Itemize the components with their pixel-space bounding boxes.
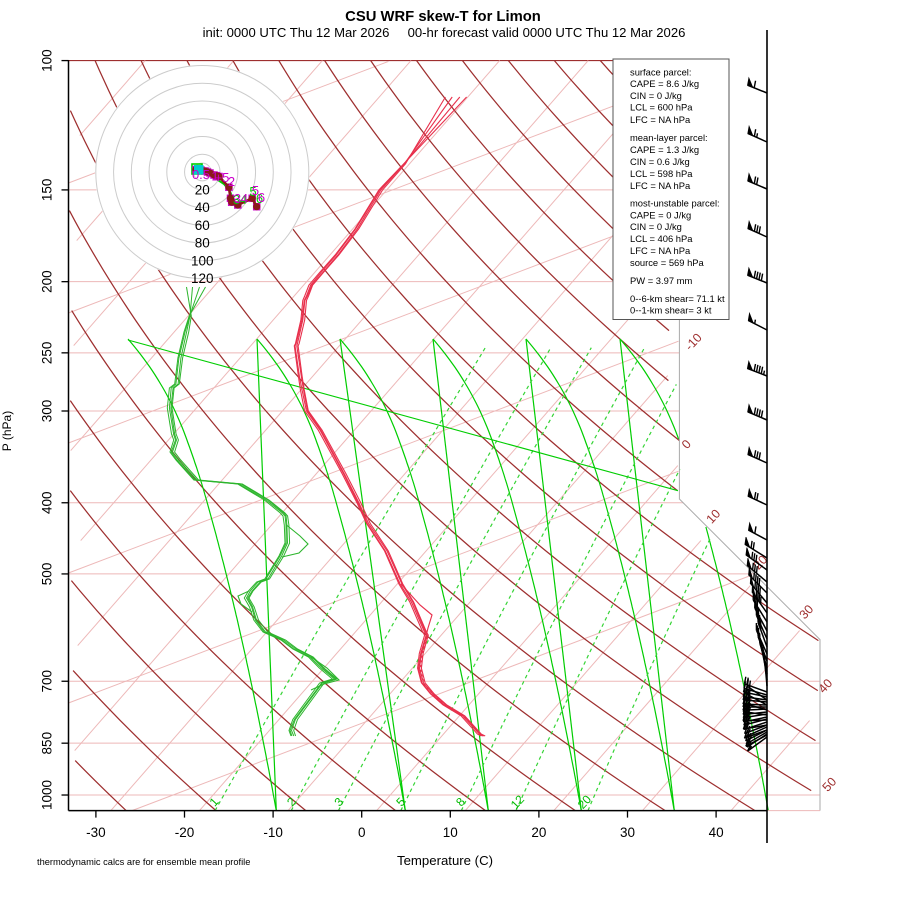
svg-text:0.5: 0.5	[192, 167, 210, 182]
svg-text:80: 80	[195, 236, 210, 251]
svg-text:mean-layer parcel:: mean-layer parcel:	[630, 132, 708, 143]
svg-text:CSU WRF skew-T for Limon: CSU WRF skew-T for Limon	[345, 9, 541, 25]
svg-text:most-unstable parcel:: most-unstable parcel:	[630, 198, 720, 209]
svg-text:init: 0000 UTC Thu 12 Mar 2026: init: 0000 UTC Thu 12 Mar 2026 00-hr for…	[203, 25, 686, 40]
svg-text:CIN = 0 J/kg: CIN = 0 J/kg	[630, 221, 682, 232]
svg-text:CIN = 0 J/kg: CIN = 0 J/kg	[630, 90, 682, 101]
svg-text:CIN = 0.6 J/kg: CIN = 0.6 J/kg	[630, 156, 690, 167]
svg-text:200: 200	[40, 270, 55, 293]
svg-text:LFC = NA hPa: LFC = NA hPa	[630, 114, 691, 125]
svg-text:LFC = NA hPa: LFC = NA hPa	[630, 180, 691, 191]
svg-text:P (hPa): P (hPa)	[0, 411, 14, 451]
svg-text:30: 30	[620, 825, 635, 840]
svg-text:40: 40	[709, 825, 724, 840]
svg-text:0--1-km shear= 3 kt: 0--1-km shear= 3 kt	[630, 305, 712, 316]
svg-text:500: 500	[40, 563, 55, 586]
svg-text:10: 10	[443, 825, 458, 840]
svg-text:LFC = NA hPa: LFC = NA hPa	[630, 245, 691, 256]
svg-text:0--6-km shear= 71.1 kt: 0--6-km shear= 71.1 kt	[630, 293, 725, 304]
svg-text:Temperature (C): Temperature (C)	[397, 853, 493, 868]
svg-text:CAPE = 1.3 J/kg: CAPE = 1.3 J/kg	[630, 144, 699, 155]
svg-text:6: 6	[258, 190, 265, 205]
svg-text:700: 700	[40, 670, 55, 693]
svg-text:250: 250	[40, 342, 55, 365]
svg-text:150: 150	[40, 179, 55, 202]
svg-text:CAPE = 0 J/kg: CAPE = 0 J/kg	[630, 209, 691, 220]
svg-text:-10: -10	[263, 825, 283, 840]
svg-text:40: 40	[195, 200, 210, 215]
svg-text:60: 60	[195, 218, 210, 233]
svg-text:0: 0	[358, 825, 366, 840]
svg-text:300: 300	[40, 400, 55, 423]
svg-text:20: 20	[195, 182, 210, 197]
svg-text:2: 2	[228, 174, 235, 189]
svg-text:100: 100	[191, 253, 214, 268]
svg-text:LCL = 598 hPa: LCL = 598 hPa	[630, 168, 693, 179]
svg-text:100: 100	[40, 49, 55, 72]
svg-text:1000: 1000	[40, 780, 55, 810]
svg-text:-20: -20	[175, 825, 195, 840]
svg-text:400: 400	[40, 491, 55, 514]
svg-text:CAPE = 8.6 J/kg: CAPE = 8.6 J/kg	[630, 78, 699, 89]
svg-text:-30: -30	[86, 825, 106, 840]
svg-text:thermodynamic calcs are for en: thermodynamic calcs are for ensemble mea…	[37, 857, 250, 867]
svg-text:surface parcel:: surface parcel:	[630, 67, 692, 78]
svg-text:source = 569 hPa: source = 569 hPa	[630, 257, 705, 268]
svg-text:20: 20	[531, 825, 546, 840]
svg-text:850: 850	[40, 732, 55, 755]
svg-text:PW = 3.97 mm: PW = 3.97 mm	[630, 275, 692, 286]
svg-text:LCL = 406 hPa: LCL = 406 hPa	[630, 233, 693, 244]
svg-text:4: 4	[241, 191, 248, 206]
svg-text:120: 120	[191, 271, 214, 286]
svg-text:LCL = 600 hPa: LCL = 600 hPa	[630, 102, 693, 113]
